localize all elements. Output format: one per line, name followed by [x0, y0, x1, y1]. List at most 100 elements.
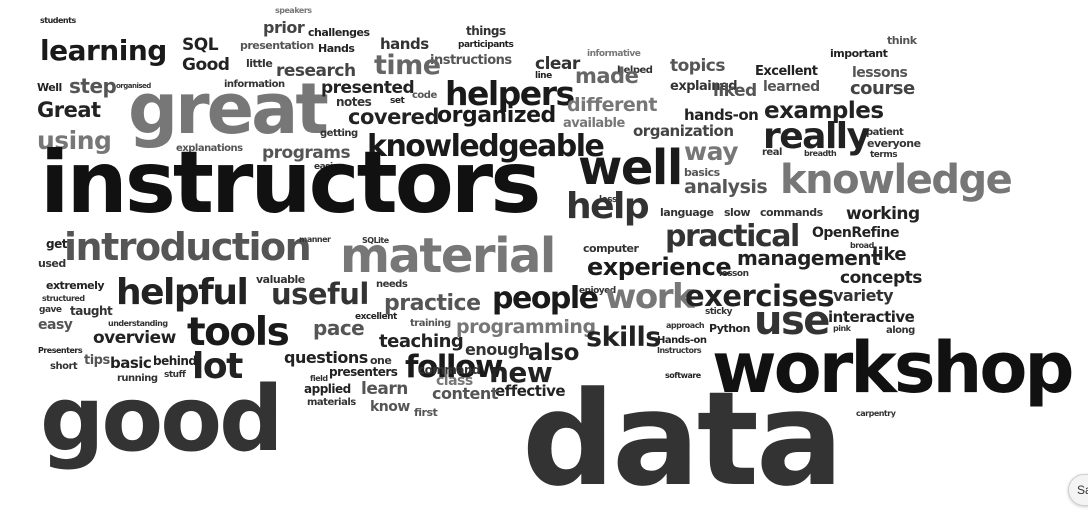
cloud-word-learning: learning	[40, 34, 167, 67]
cloud-word-help: help	[566, 186, 650, 227]
cloud-word-line: line	[535, 71, 552, 81]
cloud-word-teaching: teaching	[379, 331, 464, 352]
cloud-word-materials: materials	[307, 397, 356, 408]
cloud-word-sql: SQL	[182, 35, 219, 55]
cloud-word-workshop: workshop	[712, 327, 1075, 409]
cloud-word-skills: skills	[586, 322, 661, 353]
cloud-word-real: real	[762, 147, 782, 158]
cloud-word-carpentry: carpentry	[856, 409, 896, 418]
cloud-word-getting: getting	[320, 128, 358, 139]
cloud-word-good: good	[40, 367, 284, 472]
cloud-word-running: running	[117, 373, 158, 384]
cloud-word-using: using	[37, 126, 112, 155]
cloud-word-commands: commands	[760, 206, 823, 219]
cloud-word-analysis: analysis	[684, 176, 768, 198]
cloud-word-along: along	[886, 325, 915, 336]
cloud-word-understanding: understanding	[108, 319, 168, 328]
cloud-word-topics: topics	[670, 56, 726, 76]
cloud-word-explanations: explanations	[176, 143, 243, 154]
cloud-word-speakers: speakers	[275, 6, 312, 15]
cloud-word-great: great	[128, 68, 329, 150]
cloud-word-well: Well	[37, 81, 62, 94]
cloud-word-short: short	[50, 361, 78, 372]
cloud-word-enough: enough	[465, 340, 530, 359]
cloud-word-experience: experience	[587, 253, 732, 281]
cloud-word-different: different	[567, 94, 657, 116]
cloud-word-step: step	[69, 74, 117, 98]
cloud-word-lessons: lessons	[852, 65, 908, 81]
cloud-word-class: class	[436, 373, 473, 389]
cloud-word-code: code	[412, 90, 437, 101]
cloud-word-working: working	[846, 204, 920, 224]
cloud-word-management: management	[737, 246, 881, 270]
cloud-word-computer: computer	[583, 242, 639, 255]
cloud-word-pace: pace	[313, 316, 365, 340]
cloud-word-knowledge: knowledge	[780, 157, 1013, 203]
cloud-word-organization: organization	[633, 122, 734, 140]
cloud-word-programming: programming	[456, 316, 596, 338]
cloud-word-slow: slow	[724, 206, 751, 219]
cloud-word-presenters: Presenters	[38, 346, 83, 355]
cloud-word-clear: clear	[535, 54, 580, 74]
cloud-word-manner: manner	[299, 235, 331, 244]
cloud-word-use: use	[754, 298, 830, 344]
cloud-word-helped: helped	[617, 65, 653, 76]
cloud-word-hands-on: hands-on	[684, 106, 759, 124]
cloud-word-little: little	[246, 57, 273, 70]
cloud-word-notes: notes	[336, 95, 372, 109]
cloud-word-useful: useful	[271, 277, 369, 311]
cloud-word-presented: presented	[321, 78, 415, 98]
cloud-word-introduction: introduction	[64, 225, 312, 269]
cloud-word-extremely: extremely	[46, 279, 105, 292]
cloud-word-know: know	[370, 399, 410, 415]
cloud-word-informative: informative	[587, 49, 641, 59]
cloud-word-students: students	[40, 16, 76, 25]
cloud-word-field: field	[310, 374, 328, 383]
cloud-word-gave: gave	[39, 305, 62, 315]
cloud-word-information: information	[224, 79, 285, 90]
cloud-word-presentation: presentation	[240, 39, 314, 52]
cloud-word-helpers: helpers	[445, 74, 575, 113]
cloud-word-sticky: sticky	[705, 307, 732, 317]
cloud-word-organized: organized	[437, 103, 556, 128]
cloud-word-liked: liked	[713, 81, 757, 101]
cloud-word-overview: overview	[93, 328, 176, 348]
cloud-word-time: time	[374, 50, 441, 81]
cloud-word-set: set	[390, 96, 405, 106]
cloud-word-language: language	[660, 206, 714, 219]
cloud-word-instructions: instructions	[430, 53, 512, 68]
cloud-word-way: way	[684, 137, 739, 166]
cloud-word-covered: covered	[348, 105, 439, 129]
cloud-word-python: Python	[709, 322, 750, 335]
cloud-word-people: people	[492, 281, 599, 316]
cloud-word-new: new	[489, 356, 553, 389]
cloud-word-taught: taught	[70, 304, 113, 318]
cloud-word-made: made	[575, 64, 639, 88]
cloud-word-terms: terms	[870, 150, 898, 160]
cloud-word-openrefine: OpenRefine	[812, 225, 900, 241]
cloud-word-needs: needs	[376, 279, 408, 290]
cloud-word-hands: hands	[380, 35, 429, 53]
cloud-word-important: important	[830, 47, 888, 60]
cloud-word-first: first	[414, 406, 438, 419]
cloud-word-training: training	[410, 318, 451, 329]
cloud-word-basic: basic	[110, 354, 152, 372]
cloud-word-hands: Hands	[318, 42, 355, 55]
cloud-word-lot: lot	[192, 346, 243, 387]
cloud-word-course: course	[850, 78, 915, 99]
cloud-word-knowledgeable: knowledgeable	[367, 129, 605, 164]
cloud-word-structured: structured	[42, 294, 85, 303]
cloud-word-explained: explained	[670, 79, 738, 94]
cloud-word-software: software	[665, 371, 701, 380]
cloud-word-practical: practical	[665, 219, 800, 254]
cloud-word-think: think	[887, 34, 917, 47]
cloud-word-breadth: breadth	[804, 149, 837, 158]
cloud-word-effective: effective	[495, 382, 566, 400]
cloud-word-concepts: concepts	[840, 268, 922, 288]
cloud-word-tips: tips	[84, 353, 110, 368]
cloud-word-learned: learned	[763, 79, 820, 95]
cloud-word-pink: pink	[833, 324, 851, 333]
cloud-word-questions: questions	[284, 348, 368, 367]
cloud-word-lesson: lesson	[719, 269, 749, 279]
cloud-word-instructors: instructors	[40, 133, 541, 233]
